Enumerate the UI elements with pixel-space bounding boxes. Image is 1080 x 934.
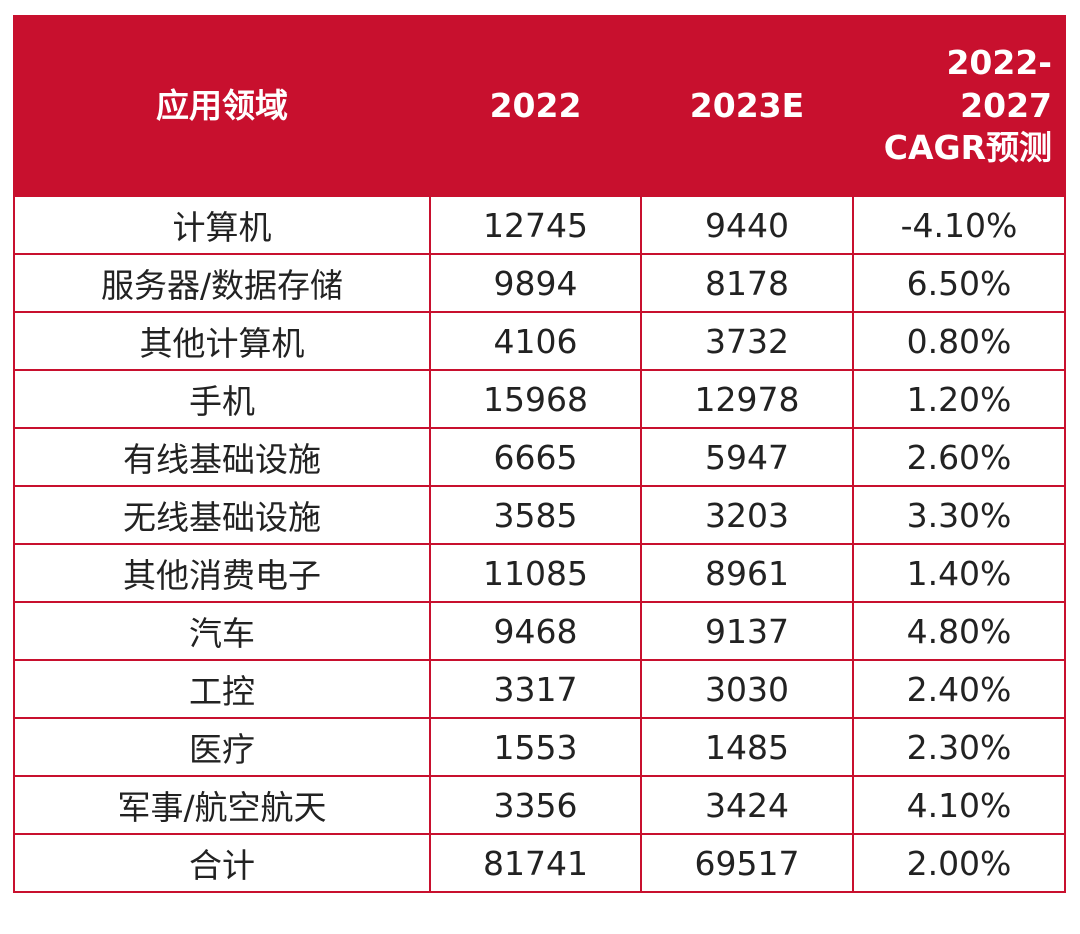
table-body: 计算机 12745 9440 -4.10% 服务器/数据存储 9894 8178 6.50% 其…	[13, 195, 1066, 893]
table-row: 工控 3317 3030 2.40%	[13, 659, 1066, 719]
table-row: 手机 15968 12978 1.20%	[13, 369, 1066, 429]
cagr-cell: 4.80%	[852, 601, 1066, 661]
value-2022-cell: 11085	[429, 543, 642, 603]
table-row: 医疗 1553 1485 2.30%	[13, 717, 1066, 777]
cagr-cell: 2.40%	[852, 659, 1066, 719]
value-2023e-cell: 3203	[640, 485, 854, 545]
header-field: 应用领域	[13, 15, 431, 197]
cagr-cell: 0.80%	[852, 311, 1066, 371]
table-row: 其他计算机 4106 3732 0.80%	[13, 311, 1066, 371]
table-row: 服务器/数据存储 9894 8178 6.50%	[13, 253, 1066, 313]
header-cagr: 2022- 2027 CAGR预测	[852, 15, 1066, 197]
value-2022-cell: 3585	[429, 485, 642, 545]
field-cell: 有线基础设施	[13, 427, 431, 487]
value-2023e-cell: 3030	[640, 659, 854, 719]
header-2023e: 2023E	[640, 15, 854, 197]
value-2023e-cell: 9137	[640, 601, 854, 661]
cagr-cell: 2.00%	[852, 833, 1066, 893]
value-2023e-cell: 8178	[640, 253, 854, 313]
value-2023e-cell: 5947	[640, 427, 854, 487]
value-2022-cell: 12745	[429, 195, 642, 255]
value-2022-cell: 4106	[429, 311, 642, 371]
value-2023e-cell: 9440	[640, 195, 854, 255]
table-row: 有线基础设施 6665 5947 2.60%	[13, 427, 1066, 487]
cagr-cell: 2.30%	[852, 717, 1066, 777]
field-cell: 其他消费电子	[13, 543, 431, 603]
value-2023e-cell: 1485	[640, 717, 854, 777]
cagr-cell: 1.20%	[852, 369, 1066, 429]
value-2023e-cell: 3424	[640, 775, 854, 835]
value-2023e-cell: 8961	[640, 543, 854, 603]
field-cell: 汽车	[13, 601, 431, 661]
table-row: 合计 81741 69517 2.00%	[13, 833, 1066, 893]
cagr-cell: 6.50%	[852, 253, 1066, 313]
value-2022-cell: 9468	[429, 601, 642, 661]
table-row: 军事/航空航天 3356 3424 4.10%	[13, 775, 1066, 835]
value-2023e-cell: 3732	[640, 311, 854, 371]
field-cell: 无线基础设施	[13, 485, 431, 545]
value-2022-cell: 81741	[429, 833, 642, 893]
value-2022-cell: 1553	[429, 717, 642, 777]
value-2022-cell: 9894	[429, 253, 642, 313]
data-table: 应用领域 2022 2023E 2022- 2027 CAGR预测 计算机 127…	[13, 15, 1066, 893]
field-cell: 计算机	[13, 195, 431, 255]
value-2023e-cell: 69517	[640, 833, 854, 893]
field-cell: 服务器/数据存储	[13, 253, 431, 313]
header-row: 应用领域 2022 2023E 2022- 2027 CAGR预测	[13, 15, 1066, 197]
value-2022-cell: 6665	[429, 427, 642, 487]
header-cagr-line-1: 2022-	[946, 42, 1052, 82]
header-cagr-line-2: 2027	[960, 85, 1052, 125]
field-cell: 其他计算机	[13, 311, 431, 371]
cagr-cell: 1.40%	[852, 543, 1066, 603]
field-cell: 合计	[13, 833, 431, 893]
table-row: 汽车 9468 9137 4.80%	[13, 601, 1066, 661]
field-cell: 医疗	[13, 717, 431, 777]
table-row: 计算机 12745 9440 -4.10%	[13, 195, 1066, 255]
cagr-cell: 2.60%	[852, 427, 1066, 487]
field-cell: 手机	[13, 369, 431, 429]
value-2022-cell: 15968	[429, 369, 642, 429]
table-row: 其他消费电子 11085 8961 1.40%	[13, 543, 1066, 603]
field-cell: 工控	[13, 659, 431, 719]
header-cagr-line-3: CAGR预测	[883, 128, 1052, 168]
value-2022-cell: 3356	[429, 775, 642, 835]
cagr-cell: 4.10%	[852, 775, 1066, 835]
field-cell: 军事/航空航天	[13, 775, 431, 835]
cagr-cell: 3.30%	[852, 485, 1066, 545]
value-2022-cell: 3317	[429, 659, 642, 719]
value-2023e-cell: 12978	[640, 369, 854, 429]
cagr-cell: -4.10%	[852, 195, 1066, 255]
header-2022: 2022	[429, 15, 642, 197]
table-row: 无线基础设施 3585 3203 3.30%	[13, 485, 1066, 545]
